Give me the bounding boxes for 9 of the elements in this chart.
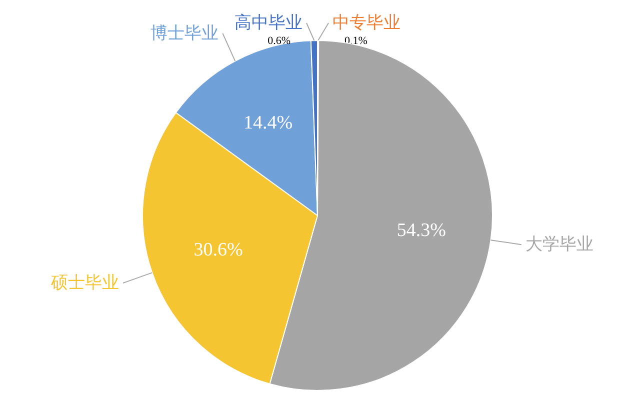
slice-label: 博士毕业 (150, 23, 219, 44)
data-label: 0.6% (268, 35, 291, 47)
slice-label: 高中毕业 (234, 13, 302, 33)
data-label: 54.3% (396, 220, 446, 241)
data-label: 30.6% (194, 239, 243, 260)
slice-label: 大学毕业 (525, 234, 594, 255)
slice-label: 中专毕业 (332, 13, 400, 33)
data-label: 14.4% (244, 112, 293, 134)
slice-label: 硕士毕业 (50, 273, 120, 293)
